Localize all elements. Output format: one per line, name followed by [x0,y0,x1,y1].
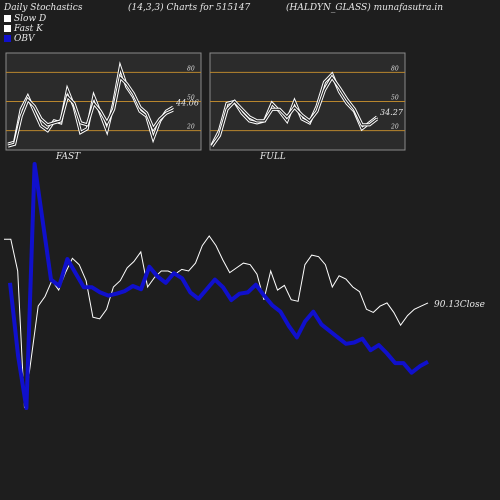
fast-ytick-20: 20 [186,124,195,131]
chart-title-middle: (14,3,3) Charts for 515147 [128,3,251,13]
chart-title-right: (HALDYN_GLASS) munafasutra.in [286,3,444,13]
fast-stochastic-chart: 20 50 80 44.06 FAST [5,52,202,162]
close-value-label: 90.13Close [434,300,485,310]
full-chart-title: FULL [259,152,286,162]
legend-label-fast-k: Fast K [14,24,43,34]
legend-item-fast-k: Fast K [4,24,43,34]
full-fast-k-line [211,73,378,146]
fast-slow-d-line [7,76,174,147]
close-line [4,235,429,409]
full-ytick-20: 20 [390,124,399,131]
legend-item-obv: OBV [4,34,35,44]
legend-swatch-fast-k [4,25,11,32]
obv-line [8,162,429,410]
fast-ytick-50: 50 [187,95,195,102]
full-slow-d-line [211,76,378,147]
full-value-label: 34.27 [380,108,404,117]
chart-title-left: Daily Stochastics [4,3,83,13]
obv-close-chart: 90.13Close [4,162,485,410]
full-stochastic-chart: 20 50 80 34.27 FULL [209,52,406,162]
legend-label-obv: OBV [14,34,35,44]
legend-swatch-obv [4,35,11,42]
full-ytick-50: 50 [391,95,399,102]
fast-ytick-80: 80 [187,65,195,72]
legend-label-slow-d: Slow D [14,14,47,24]
fast-chart-title: FAST [55,152,81,162]
fast-value-label: 44.06 [175,98,199,107]
legend-swatch-slow-d [4,15,11,22]
legend-item-slow-d: Slow D [4,14,46,24]
full-ytick-80: 80 [391,65,399,72]
